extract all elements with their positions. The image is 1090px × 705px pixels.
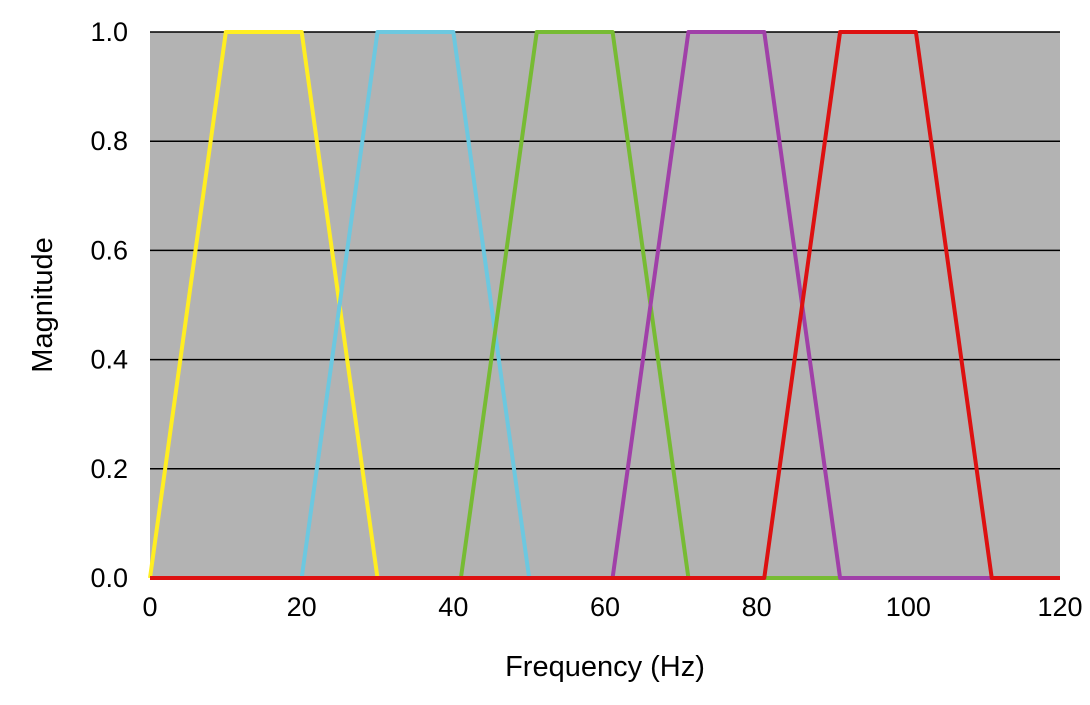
series-group xyxy=(148,30,1060,580)
y-tick-labels: 0.0 0.2 0.4 0.6 0.8 1.0 xyxy=(90,17,128,593)
x-tick-label: 40 xyxy=(438,592,468,622)
x-tick-label: 80 xyxy=(742,592,772,622)
y-tick-label: 1.0 xyxy=(90,17,128,47)
series-line-5 xyxy=(150,30,1060,580)
x-tick-label: 60 xyxy=(590,592,620,622)
x-tick-label: 0 xyxy=(142,592,157,622)
y-tick-label: 0.2 xyxy=(90,454,128,484)
y-tick-label: 0.8 xyxy=(90,126,128,156)
y-axis-label: Magnitude xyxy=(27,237,59,372)
y-tick-label: 0.0 xyxy=(90,563,128,593)
x-tick-label: 120 xyxy=(1037,592,1082,622)
x-tick-labels: 0 20 40 60 80 100 120 xyxy=(142,592,1082,622)
x-tick-label: 100 xyxy=(886,592,931,622)
x-axis-label: Frequency (Hz) xyxy=(505,651,705,683)
y-tick-label: 0.6 xyxy=(90,235,128,265)
y-tick-label: 0.4 xyxy=(90,345,128,375)
x-tick-label: 20 xyxy=(287,592,317,622)
plot-area xyxy=(150,32,1060,578)
